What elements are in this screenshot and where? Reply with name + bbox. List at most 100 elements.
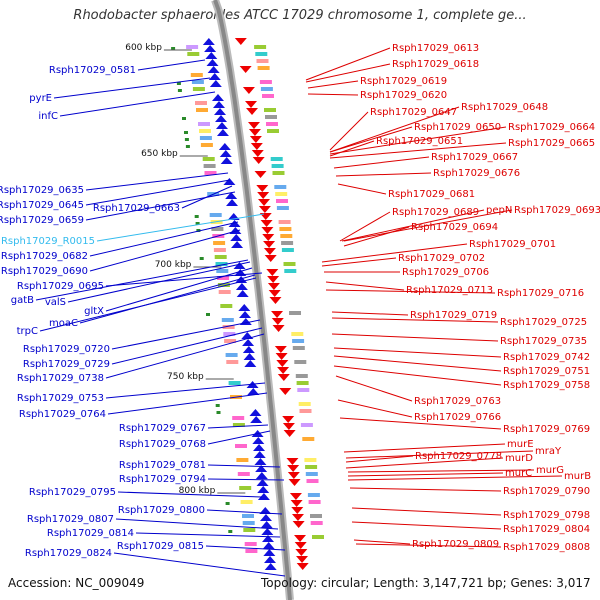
cog-block-inner (245, 549, 258, 553)
cog-block-inner (223, 332, 236, 336)
right-gene-label[interactable]: Rsph17029_0716 (497, 288, 584, 299)
right-gene-label[interactable]: Rsph17029_0651 (376, 136, 463, 147)
left-gene-labels[interactable]: Rsph17029_0581 pyrE infC Rsph17029_0635 Rsph… (0, 59, 286, 577)
right-gene-label[interactable]: Rsph17029_0620 (360, 90, 447, 101)
right-gene-label[interactable]: Rsph17029_0681 (388, 189, 475, 200)
left-gene-label[interactable]: Rsph17029_0753 (17, 393, 104, 404)
left-gene-label[interactable]: Rsph17029_0695 (17, 281, 104, 292)
right-gene-label[interactable]: Rsph17029_0618 (392, 59, 479, 70)
right-gene-label[interactable]: Rsph17029_0619 (360, 76, 447, 87)
left-gene-label[interactable]: moaC (49, 318, 78, 329)
left-gene-label[interactable]: Rsph17029_0663 (93, 203, 180, 214)
cog-block-inner (187, 52, 200, 56)
left-gene-label[interactable]: Rsph17029_0815 (117, 541, 204, 552)
right-gene-label[interactable]: Rsph17029_0742 (503, 352, 590, 363)
right-gene-label[interactable]: Rsph17029_0647 (370, 107, 457, 118)
left-gene-label[interactable]: trpC (17, 326, 38, 337)
right-gene-label[interactable]: Rsph17029_0735 (500, 336, 587, 347)
right-gene-label[interactable]: Rsph17029_0725 (500, 317, 587, 328)
right-gene-label[interactable]: murC (505, 468, 532, 479)
forward-gene-arrow (228, 220, 241, 227)
left-gene-label[interactable]: Rsph17029_0645 (0, 200, 84, 211)
right-gene-label[interactable]: Rsph17029_0758 (503, 380, 590, 391)
right-gene-label[interactable]: Rsph17029_0689 (392, 207, 479, 218)
cog-block-outer (262, 94, 274, 98)
left-gene-label[interactable]: Rsph17029_0764 (19, 409, 106, 420)
left-gene-label[interactable]: Rsph17029_0738 (17, 373, 104, 384)
reverse-gene-arrow (249, 136, 262, 143)
left-gene-label[interactable]: Rsph17029_0768 (119, 439, 206, 450)
left-gene-label[interactable]: Rsph17029_0682 (1, 251, 88, 262)
left-gene-label[interactable]: Rsph17029_0635 (0, 185, 84, 196)
left-gene-label[interactable]: pyrE (29, 93, 52, 104)
right-gene-label[interactable]: Rsph17029_0694 (411, 222, 498, 233)
right-gene-labels[interactable]: Rsph17029_0613 Rsph17029_0618 Rsph17029_06… (305, 43, 600, 553)
right-gene-label[interactable]: pepN (486, 205, 512, 216)
right-gene-label[interactable]: Rsph17029_0693 (514, 205, 600, 216)
left-leader-line (207, 424, 269, 429)
left-gene-label[interactable]: Rsph17029_0581 (49, 65, 136, 76)
backbone-line (213, 0, 292, 600)
right-gene-label[interactable]: mraY (535, 446, 562, 457)
left-gene-label[interactable]: Rsph17029_0767 (119, 423, 206, 434)
left-gene-label[interactable]: Rsph17029_0794 (119, 474, 206, 485)
right-leader-line (305, 63, 391, 83)
right-gene-label[interactable]: Rsph17029_0719 (410, 310, 497, 321)
right-gene-label[interactable]: Rsph17029_0763 (414, 396, 501, 407)
right-gene-label[interactable]: Rsph17029_0613 (392, 43, 479, 54)
right-gene-label[interactable]: Rsph17029_0702 (398, 253, 485, 264)
right-gene-label[interactable]: Rsph17029_0648 (461, 102, 548, 113)
left-gene-label[interactable]: gatB (11, 295, 34, 306)
right-gene-label[interactable]: Rsph17029_0790 (503, 486, 590, 497)
right-gene-label[interactable]: murE (507, 439, 534, 450)
left-gene-label[interactable]: infC (38, 111, 58, 122)
left-gene-label[interactable]: Rsph17029_0824 (25, 548, 112, 559)
cog-block-outer (295, 374, 308, 378)
forward-gene-arrow (243, 353, 256, 360)
cog-block-inner (217, 283, 230, 287)
left-gene-label[interactable]: valS (45, 297, 66, 308)
left-gene-label[interactable]: Rsph17029_0659 (0, 215, 84, 226)
right-gene-label[interactable]: murG (536, 465, 564, 476)
right-gene-label[interactable]: Rsph17029_0676 (433, 168, 520, 179)
right-gene-label[interactable]: Rsph17029_0804 (503, 524, 590, 535)
reverse-gene-arrow (294, 535, 307, 542)
right-gene-label[interactable]: Rsph17029_0701 (469, 239, 556, 250)
right-gene-label[interactable]: murD (505, 453, 533, 464)
left-gene-label[interactable]: Rsph17029_0781 (119, 460, 206, 471)
right-gene-label[interactable]: Rsph17029_0809 (412, 539, 499, 550)
left-gene-label[interactable]: Rsph17029_0690 (1, 266, 88, 277)
right-gene-label[interactable]: Rsph17029_0650 (414, 122, 501, 133)
forward-gene-arrow (216, 129, 229, 136)
left-gene-label[interactable]: Rsph17029_0800 (118, 505, 205, 516)
right-leader-line (347, 469, 535, 473)
right-gene-label[interactable]: murB (564, 471, 591, 482)
left-gene-label[interactable]: gltX (84, 306, 104, 317)
right-gene-label[interactable]: Rsph17029_0665 (508, 138, 595, 149)
left-gene-label[interactable]: Rsph17029_0795 (29, 487, 116, 498)
left-gene-label[interactable]: Rsph17029_0720 (23, 344, 110, 355)
reverse-gene-arrow (282, 416, 295, 423)
forward-gene-arrow (213, 101, 226, 108)
right-gene-label[interactable]: Rsph17029_0808 (503, 542, 590, 553)
cog-block-inner (242, 521, 255, 525)
right-gene-label[interactable]: Rsph17029_0778 (415, 451, 502, 462)
left-gene-label[interactable]: Rsph17029_R0015 (1, 236, 95, 247)
right-leader-line (343, 226, 410, 247)
reverse-gene-arrow (277, 374, 290, 381)
right-gene-label[interactable]: Rsph17029_0664 (508, 122, 595, 133)
left-gene-label[interactable]: Rsph17029_0807 (27, 514, 114, 525)
cog-block-outer (304, 458, 317, 462)
cog-block-outer (305, 472, 318, 476)
right-gene-label[interactable]: Rsph17029_0713 (406, 285, 493, 296)
left-gene-label[interactable]: Rsph17029_0729 (23, 359, 110, 370)
right-gene-label[interactable]: Rsph17029_0667 (431, 152, 518, 163)
right-gene-label[interactable]: Rsph17029_0706 (402, 267, 489, 278)
small-feature-mark (225, 502, 230, 505)
right-gene-label[interactable]: Rsph17029_0769 (503, 424, 590, 435)
left-gene-label[interactable]: Rsph17029_0814 (47, 528, 134, 539)
forward-gene-arrow (206, 59, 219, 66)
right-gene-label[interactable]: Rsph17029_0798 (503, 510, 590, 521)
right-gene-label[interactable]: Rsph17029_0751 (503, 366, 590, 377)
right-gene-label[interactable]: Rsph17029_0766 (414, 412, 501, 423)
